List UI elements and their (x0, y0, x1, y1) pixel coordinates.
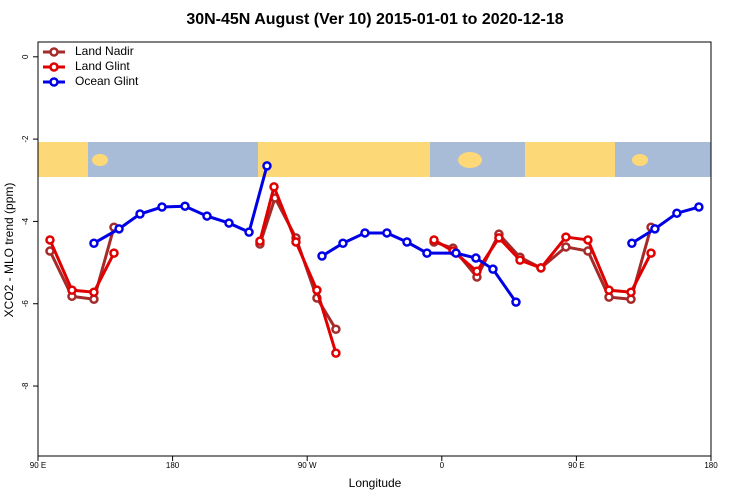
data-point (331, 348, 341, 358)
map-band (38, 142, 711, 177)
data-point (472, 266, 482, 276)
data-point (561, 242, 571, 252)
data-point (627, 238, 637, 248)
data-point (672, 208, 682, 218)
data-point (331, 324, 341, 334)
data-point (429, 235, 439, 245)
legend-label: Land Glint (75, 59, 130, 73)
data-point (202, 211, 212, 221)
data-point (626, 287, 636, 297)
data-point (422, 248, 432, 258)
x-tick-label: 180 (166, 461, 180, 470)
data-point (694, 202, 704, 212)
data-point (402, 237, 412, 247)
data-point (515, 255, 525, 265)
y-tick-label: -6 (21, 300, 30, 308)
data-point (67, 285, 77, 295)
data-point (224, 218, 234, 228)
data-point (180, 201, 190, 211)
data-point (494, 233, 504, 243)
chart-title: 30N-45N August (Ver 10) 2015-01-01 to 20… (186, 11, 563, 28)
legend-marker (49, 47, 59, 57)
y-tick-label: -4 (21, 217, 30, 225)
data-point (583, 235, 593, 245)
data-point (244, 227, 254, 237)
data-point (646, 248, 656, 258)
data-point (135, 209, 145, 219)
data-point (291, 237, 301, 247)
x-tick-label: 180 (704, 461, 718, 470)
data-point (255, 236, 265, 246)
legend-label: Land Nadir (75, 44, 134, 58)
x-axis-label: Longitude (349, 476, 402, 490)
data-point (312, 285, 322, 295)
data-point (471, 253, 481, 263)
x-tick-label: 90 W (298, 461, 317, 470)
y-tick-label: -2 (21, 135, 30, 143)
data-point (451, 248, 461, 258)
data-point (338, 238, 348, 248)
data-point (488, 264, 498, 274)
data-point (157, 202, 167, 212)
x-tick-label: 90 E (568, 461, 584, 470)
y-axis-label: XCO2 - MLO trend (ppm) (2, 183, 16, 318)
data-point (650, 224, 660, 234)
data-point (114, 224, 124, 234)
y-tick-label: 0 (21, 54, 30, 59)
data-point (45, 235, 55, 245)
data-point (262, 161, 272, 171)
data-point (536, 263, 546, 273)
data-point (89, 238, 99, 248)
data-point (89, 287, 99, 297)
legend-marker (49, 77, 59, 87)
data-point (269, 182, 279, 192)
series-line (93, 165, 700, 303)
data-point (604, 285, 614, 295)
x-tick-label: 90 E (30, 461, 46, 470)
data-point (109, 248, 119, 258)
y-tick-label: -8 (21, 382, 30, 390)
data-point (561, 232, 571, 242)
legend-marker (49, 62, 59, 72)
data-point (317, 251, 327, 261)
legend-label: Ocean Glint (75, 74, 139, 88)
data-point (382, 228, 392, 238)
data-point (511, 297, 521, 307)
data-point (360, 228, 370, 238)
plot-frame (37, 41, 712, 457)
x-tick-label: 0 (440, 461, 445, 470)
